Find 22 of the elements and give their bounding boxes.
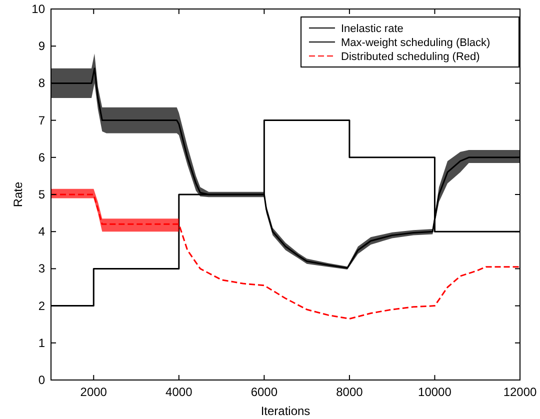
y-tick-label: 9 — [38, 39, 46, 54]
y-tick-label: 6 — [38, 150, 46, 164]
x-tick-label: 6000 — [250, 385, 278, 399]
legend-label: Inelastic rate — [341, 23, 404, 35]
y-tick-label: 8 — [38, 76, 46, 90]
y-tick-label: 3 — [38, 262, 46, 276]
y-tick-label: 1 — [38, 336, 46, 350]
y-tick-label: 7 — [38, 113, 46, 128]
x-tick-label: 4000 — [166, 385, 193, 399]
y-axis-title: Rate — [11, 182, 25, 208]
x-tick-label: 8000 — [336, 385, 364, 399]
x-tick-label: 12000 — [503, 385, 538, 399]
y-tick-label: 4 — [38, 224, 46, 239]
y-tick-label: 5 — [38, 188, 46, 202]
y-tick-label: 0 — [38, 373, 46, 387]
x-tick-label: 10000 — [418, 385, 452, 399]
x-axis-title: Iterations — [260, 404, 310, 418]
y-tick-label: 10 — [32, 2, 46, 16]
y-tick-label: 2 — [38, 298, 46, 313]
legend-label: Max-weight scheduling (Black) — [341, 37, 490, 49]
legend-label: Distributed scheduling (Red) — [341, 51, 480, 63]
x-tick-label: 2000 — [80, 385, 108, 399]
